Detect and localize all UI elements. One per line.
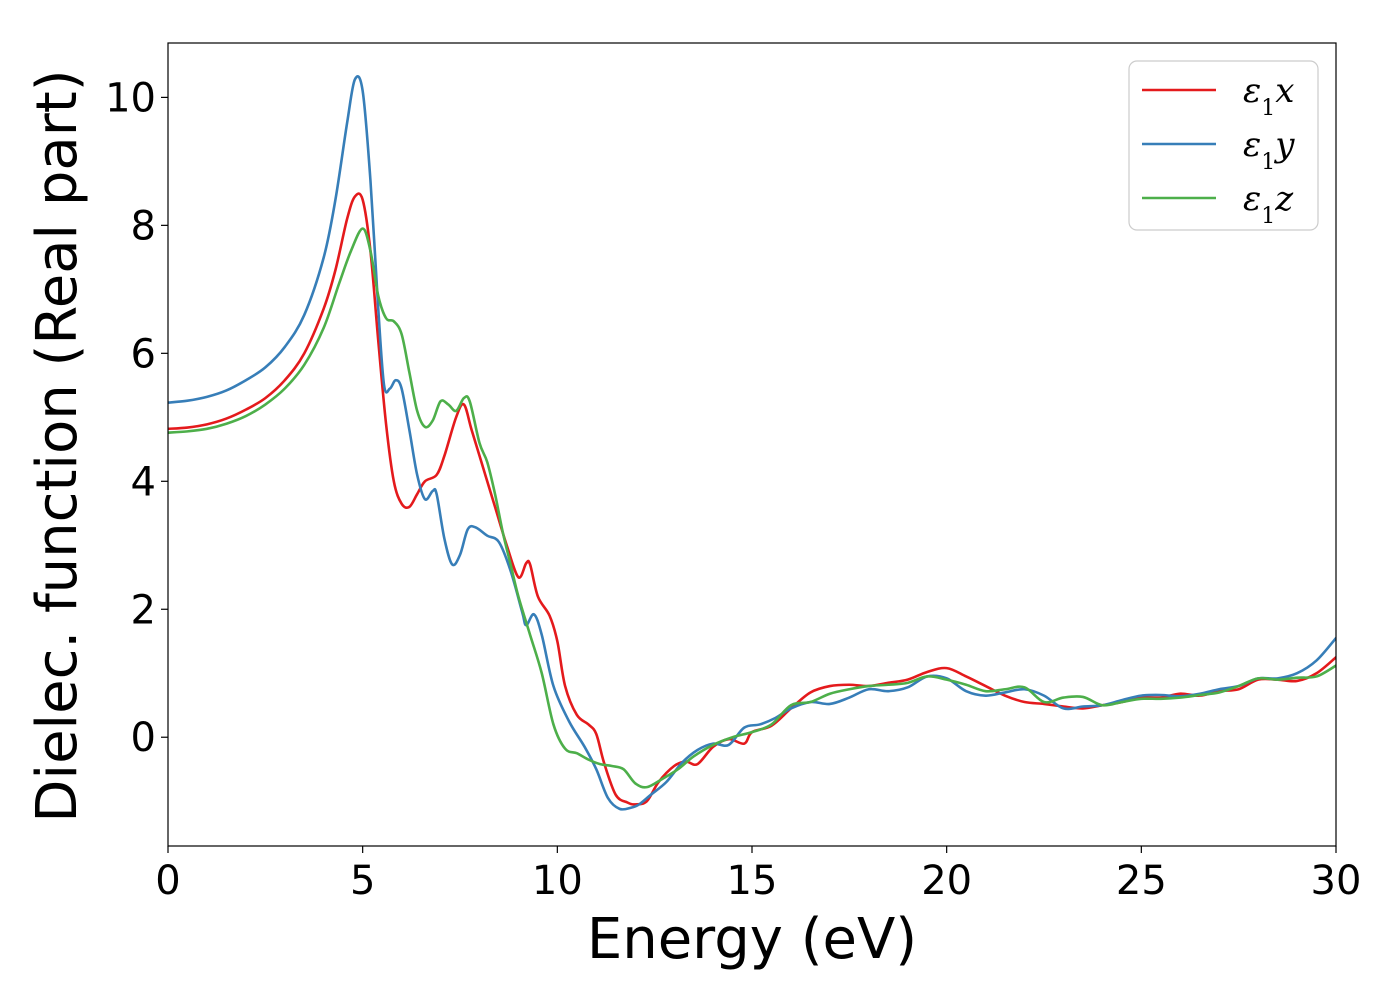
y-axis: 0 2 4 6 8 10 — [105, 75, 168, 761]
x-tick-label: 20 — [921, 858, 972, 904]
series-line-x — [168, 192, 1336, 806]
y-tick-label: 0 — [131, 715, 156, 761]
legend-label-x: ε1x — [1243, 71, 1294, 121]
x-tick-label: 25 — [1116, 858, 1167, 904]
x-axis: 0 5 10 15 20 25 30 — [155, 846, 1361, 904]
x-tick-label: 15 — [727, 858, 778, 904]
x-tick-label: 5 — [350, 858, 375, 904]
legend-label-suffix: z — [1274, 179, 1294, 219]
y-tick-label: 8 — [131, 203, 156, 249]
series-layer — [168, 75, 1336, 811]
x-axis-title: Energy (eV) — [587, 907, 917, 972]
y-axis-title: Dielec. function (Real part) — [25, 69, 90, 822]
x-tick-label: 10 — [532, 858, 583, 904]
legend-label-base: ε — [1243, 125, 1261, 165]
y-tick-label: 4 — [131, 459, 156, 505]
series-line-y — [168, 75, 1336, 811]
legend-label-y: ε1y — [1243, 125, 1295, 175]
x-tick-label: 0 — [155, 858, 180, 904]
legend-label-base: ε — [1243, 179, 1261, 219]
x-tick-label: 30 — [1311, 858, 1362, 904]
legend-label-base: ε — [1243, 71, 1261, 111]
y-tick-label: 10 — [105, 75, 156, 121]
legend-label-subscript: 1 — [1261, 96, 1275, 121]
legend-label-suffix: x — [1275, 71, 1294, 111]
legend-label-suffix: y — [1273, 125, 1295, 165]
legend-label-subscript: 1 — [1261, 204, 1275, 229]
legend-label-subscript: 1 — [1261, 150, 1275, 175]
y-tick-label: 2 — [131, 587, 156, 633]
y-tick-label: 6 — [131, 331, 156, 377]
legend-label-z: ε1z — [1243, 179, 1294, 229]
series-line-z — [168, 227, 1336, 789]
legend-box — [1128, 60, 1319, 231]
